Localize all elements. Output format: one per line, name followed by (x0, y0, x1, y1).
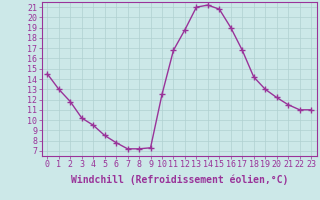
X-axis label: Windchill (Refroidissement éolien,°C): Windchill (Refroidissement éolien,°C) (70, 175, 288, 185)
